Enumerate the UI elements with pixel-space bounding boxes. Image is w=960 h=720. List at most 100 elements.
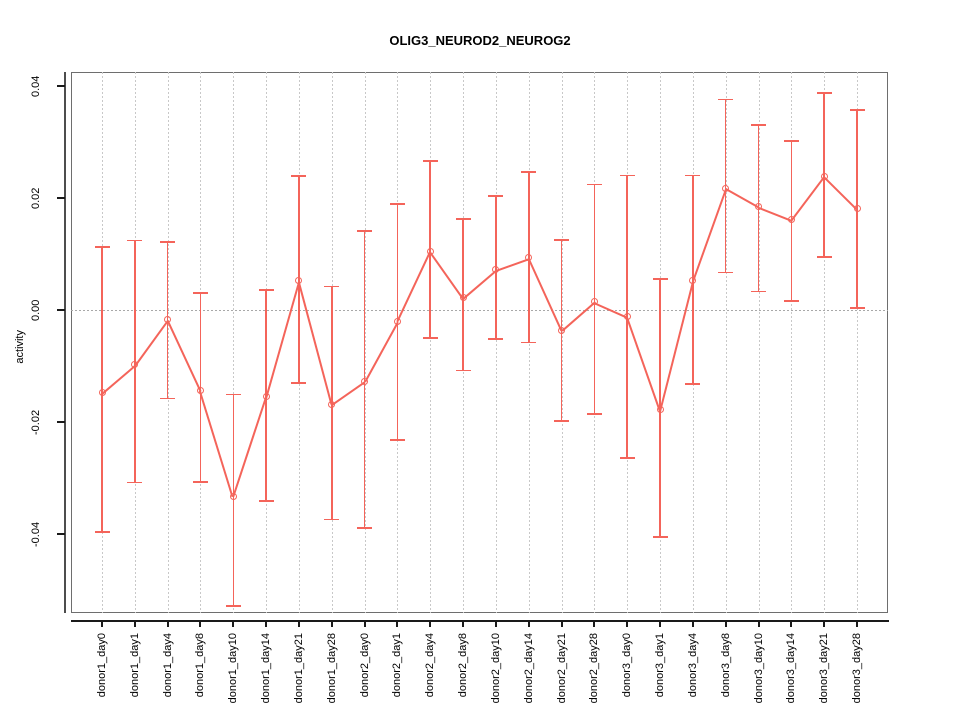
error-bar-cap-lower [685, 383, 701, 385]
x-axis-tick-label: donor3_day14 [785, 633, 798, 704]
error-bar-cap-upper [258, 288, 274, 291]
data-point-marker [196, 386, 204, 394]
x-axis-tick [101, 620, 103, 627]
chart-title: OLIG3_NEUROD2_NEUROG2 [389, 33, 571, 48]
error-bar-cap-upper [652, 278, 668, 281]
x-axis-tick-label: donor3_day1 [654, 633, 667, 698]
category-gridline [824, 72, 826, 613]
data-point-marker [623, 312, 631, 320]
line-segment [396, 251, 431, 323]
error-bar-cap-upper [455, 217, 471, 220]
data-point-marker [755, 203, 763, 211]
x-axis-tick [330, 620, 333, 627]
error-bar-cap-lower [94, 530, 110, 533]
x-axis-tick [823, 620, 826, 627]
error-bar [101, 246, 103, 532]
x-axis-tick [265, 620, 268, 627]
error-bar-cap-upper [192, 291, 208, 294]
x-axis-tick [626, 620, 629, 627]
x-axis-tick [363, 620, 366, 627]
x-axis-tick-label: donor3_day28 [851, 633, 863, 704]
y-axis-tick [57, 197, 65, 199]
x-axis-tick-label: donor2_day28 [588, 633, 601, 704]
error-bar-cap-lower [554, 419, 570, 422]
error-bar-cap-lower [816, 256, 832, 259]
error-bar-cap-lower [521, 341, 537, 344]
plot-area [71, 72, 888, 613]
error-bar-cap-upper [849, 109, 865, 111]
y-axis-tick-label: 0.04 [30, 75, 42, 97]
data-point-marker [262, 393, 270, 401]
line-segment [692, 188, 727, 282]
x-axis-tick [757, 620, 760, 627]
y-axis-tick [57, 421, 65, 423]
error-bar-cap-lower [783, 300, 799, 302]
line-segment [298, 281, 333, 406]
error-bar-cap-lower [192, 481, 208, 483]
line-segment [495, 257, 529, 272]
x-axis-tick-label: donor2_day21 [555, 633, 568, 704]
x-axis-tick-label: donor1_day4 [161, 633, 174, 698]
error-bar-cap-lower [324, 518, 340, 521]
error-bar-cap-lower [455, 369, 471, 372]
x-axis-tick [691, 620, 694, 627]
line-segment [462, 269, 497, 299]
error-bar-cap-upper [783, 139, 799, 142]
error-bar-cap-lower [422, 337, 438, 339]
data-point-marker [722, 184, 730, 192]
x-axis-tick-label: donor3_day21 [818, 633, 831, 704]
x-axis-tick-label: donor3_day4 [686, 633, 699, 698]
y-axis-tick [57, 85, 65, 87]
zero-gridline [71, 310, 888, 311]
error-bar-cap-upper [619, 174, 635, 177]
x-axis-tick [494, 620, 497, 627]
error-bar-cap-lower [751, 290, 767, 293]
error-bar-cap-upper [685, 174, 701, 177]
category-gridline [233, 72, 235, 613]
data-point-marker [820, 172, 828, 180]
line-segment [528, 258, 563, 332]
x-axis-tick-label: donor3_day10 [752, 633, 765, 704]
x-axis-tick [724, 620, 727, 627]
x-axis-tick [462, 620, 465, 627]
line-segment [429, 251, 464, 299]
line-segment [725, 188, 759, 209]
error-bar-cap-lower [718, 271, 734, 274]
x-axis-tick-label: donor2_day14 [522, 633, 535, 704]
x-axis-tick-label: donor2_day4 [424, 633, 437, 698]
x-axis-tick [396, 620, 399, 627]
data-point-marker [131, 361, 139, 369]
y-axis-tick [57, 533, 65, 535]
line-segment [134, 319, 169, 367]
x-axis-tick [429, 620, 432, 627]
error-bar-cap-lower [586, 413, 602, 416]
x-axis-tick [199, 620, 202, 627]
error-bar-cap-upper [160, 240, 176, 243]
x-axis-tick [232, 620, 235, 627]
error-bar [232, 394, 235, 607]
error-bar-cap-upper [389, 203, 405, 206]
y-axis-tick-label: 0.00 [30, 299, 42, 321]
x-axis-tick-label: donor3_day8 [719, 633, 732, 698]
category-gridline [758, 72, 760, 613]
data-point-marker [853, 205, 861, 213]
x-axis-tick [527, 620, 530, 627]
x-axis-tick-label: donor3_day0 [621, 633, 634, 698]
data-point-marker [229, 492, 237, 500]
data-point-marker [98, 389, 106, 397]
error-bar-cap-upper [521, 170, 537, 173]
error-bar-cap-upper [586, 183, 602, 186]
error-bar-cap-upper [324, 285, 340, 288]
error-bar-cap-lower [652, 535, 668, 538]
x-axis-tick-label: donor1_day14 [260, 633, 273, 704]
line-segment [265, 281, 300, 398]
line-segment [626, 316, 661, 411]
line-segment [232, 397, 267, 498]
x-axis-tick [560, 620, 563, 627]
error-bar-cap-upper [751, 123, 767, 126]
y-axis-tick-label: -0.04 [30, 521, 42, 547]
y-axis-tick-label: -0.02 [30, 409, 42, 435]
x-axis-line [71, 620, 889, 622]
x-axis-tick-label: donor1_day10 [227, 633, 240, 704]
data-point-marker [361, 377, 369, 385]
